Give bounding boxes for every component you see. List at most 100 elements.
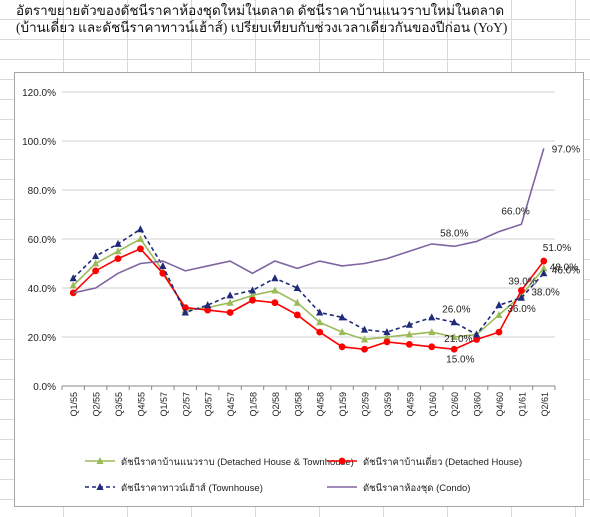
series-line xyxy=(72,228,545,336)
data-point xyxy=(159,261,167,269)
data-point xyxy=(69,274,77,282)
data-point xyxy=(517,293,525,301)
data-point xyxy=(226,309,234,316)
data-point xyxy=(249,296,256,304)
y-tick-label: 100.0% xyxy=(22,137,56,148)
x-tick-label: Q2/60 xyxy=(450,392,460,417)
x-tick-label: Q1/58 xyxy=(248,392,258,417)
data-label: 36.0% xyxy=(507,304,535,315)
data-point xyxy=(181,308,189,316)
data-point xyxy=(450,333,458,340)
data-point xyxy=(114,247,122,255)
data-point xyxy=(271,299,279,307)
x-tick-label: Q1/61 xyxy=(517,392,527,417)
data-label: 21.0% xyxy=(444,334,472,345)
x-tick-label: Q2/59 xyxy=(361,392,371,417)
x-tick-label: Q2/57 xyxy=(181,392,191,417)
data-point xyxy=(271,286,279,294)
x-tick-label: Q2/55 xyxy=(92,392,102,417)
data-label: 51.0% xyxy=(543,243,571,254)
data-point xyxy=(338,343,346,351)
x-tick-label: Q4/59 xyxy=(405,392,415,417)
line-chart: 0.0% 20.0% 40.0% 60.0% 80.0% 100.0% 120.0% Q1/5… xyxy=(22,88,580,494)
x-tick-label: Q1/57 xyxy=(159,392,169,417)
data-point xyxy=(428,328,436,336)
data-point xyxy=(69,281,77,289)
data-point xyxy=(293,311,301,319)
data-point xyxy=(114,255,122,262)
data-point xyxy=(204,306,212,314)
data-point xyxy=(383,338,391,346)
legend-marker xyxy=(96,483,104,490)
data-point xyxy=(136,225,145,233)
data-point xyxy=(428,343,436,351)
x-tick-label: Q2/61 xyxy=(540,392,550,417)
data-point xyxy=(293,284,301,291)
x-tick-label: Q2/58 xyxy=(271,392,281,417)
data-point xyxy=(450,318,458,326)
data-point xyxy=(473,336,480,343)
data-point xyxy=(360,335,369,343)
data-point xyxy=(248,286,257,294)
data-point xyxy=(383,333,391,340)
data-point xyxy=(405,340,413,348)
data-point xyxy=(517,287,525,294)
x-tick-label: Q4/55 xyxy=(136,392,146,417)
data-point xyxy=(316,328,324,336)
data-point xyxy=(114,239,122,247)
data-point xyxy=(540,257,548,265)
x-tick-label: Q4/57 xyxy=(226,392,236,417)
legend-label: ดัชนีราคาห้องชุด (Condo) xyxy=(363,482,470,494)
data-point xyxy=(204,301,212,309)
x-tick-label: Q4/58 xyxy=(316,392,326,417)
data-label: 66.0% xyxy=(501,206,529,217)
title-line-1: อัตราขยายตัวของดัชนีราคาห้องชุดใหม่ในตลา… xyxy=(16,3,505,18)
data-point xyxy=(338,328,346,336)
x-tick-label: Q3/59 xyxy=(383,392,393,417)
data-point xyxy=(136,235,145,242)
data-label: 39.0% xyxy=(508,276,536,287)
data-point xyxy=(316,308,324,316)
data-point xyxy=(495,310,503,318)
data-point xyxy=(248,291,257,299)
data-point xyxy=(450,345,458,353)
data-point xyxy=(405,320,413,328)
data-point xyxy=(316,318,324,326)
series-line xyxy=(72,237,545,341)
data-point xyxy=(92,259,100,267)
data-label: 46.0% xyxy=(552,265,580,276)
y-tick-label: 120.0% xyxy=(22,88,56,99)
data-label: 48.0% xyxy=(550,262,578,273)
legend-marker xyxy=(338,457,346,465)
data-point xyxy=(92,267,100,275)
legend-label: ดัชนีราคาบ้านเดี่ยว (Detached House) xyxy=(363,455,522,468)
data-point xyxy=(137,245,144,253)
data-label: 97.0% xyxy=(552,144,580,155)
x-tick-label: Q1/59 xyxy=(338,392,348,417)
data-point xyxy=(181,304,189,311)
y-tick-label: 0.0% xyxy=(33,382,56,393)
x-tick-label: Q3/58 xyxy=(293,392,303,417)
chart-area[interactable]: 0.0% 20.0% 40.0% 60.0% 80.0% 100.0% 120.0% Q1/5… xyxy=(14,72,584,507)
y-tick-label: 60.0% xyxy=(28,235,56,246)
data-label: 38.0% xyxy=(531,287,559,298)
data-label: 58.0% xyxy=(440,228,468,239)
x-tick-label: Q1/55 xyxy=(69,392,79,417)
data-point xyxy=(405,330,413,338)
data-point xyxy=(383,328,391,336)
data-point xyxy=(271,274,279,282)
series-line xyxy=(73,148,545,294)
data-point xyxy=(361,345,368,353)
data-point xyxy=(92,252,100,260)
data-point xyxy=(540,264,548,272)
x-tick-label: Q3/57 xyxy=(204,392,214,417)
data-point xyxy=(159,269,167,277)
data-label: 26.0% xyxy=(442,304,470,315)
legend-label: ดัชนีราคาทาวน์เฮ้าส์ (Townhouse) xyxy=(121,482,263,494)
data-point xyxy=(360,325,369,333)
x-tick-label: Q1/60 xyxy=(428,392,438,417)
title-line-2: (บ้านเดี่ยว และดัชนีราคาทาวน์เฮ้าส์) เปร… xyxy=(16,20,508,35)
data-point xyxy=(472,330,481,338)
data-point xyxy=(226,298,234,306)
x-tick-label: Q3/60 xyxy=(473,392,483,417)
